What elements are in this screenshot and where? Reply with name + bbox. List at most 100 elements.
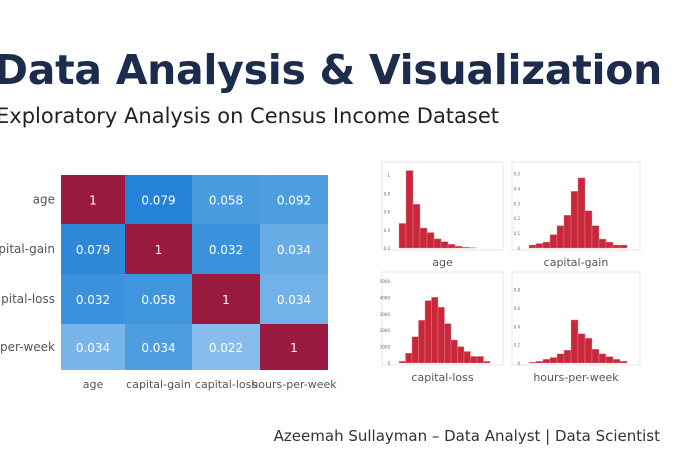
cell-label: 1 bbox=[222, 293, 230, 307]
cell-label: 0.058 bbox=[141, 293, 175, 307]
cell-label: 0.032 bbox=[76, 293, 110, 307]
cell-label: 0.079 bbox=[141, 194, 175, 208]
y-tick-label: 0 bbox=[517, 246, 520, 251]
y-tick-label: 0.1 bbox=[514, 231, 521, 236]
heatmap-cell bbox=[192, 224, 260, 274]
histogram-bar bbox=[591, 349, 600, 364]
histogram-bar bbox=[528, 244, 537, 249]
histogram-bar bbox=[433, 238, 442, 249]
heatmap-cell bbox=[260, 175, 328, 224]
y-tick-label: 1 bbox=[387, 173, 390, 178]
y-tick-label: 0.4 bbox=[514, 186, 521, 191]
y-tick-label: 1000 bbox=[380, 345, 391, 350]
heatmap-cell bbox=[61, 324, 125, 370]
histogram-bar bbox=[535, 243, 544, 249]
author-credit: Azeemah Sullayman – Data Analyst | Data … bbox=[273, 427, 660, 445]
y-tick-label: 2000 bbox=[380, 328, 391, 333]
page-title: Data Analysis & Visualization bbox=[0, 46, 663, 94]
cell-label: 0.092 bbox=[277, 194, 311, 208]
y-tick-label: 0.6 bbox=[384, 210, 391, 215]
heatmap-cell bbox=[260, 274, 328, 324]
heatmap-cell bbox=[192, 324, 260, 370]
cell-label: 0.022 bbox=[209, 341, 243, 355]
histogram-bar bbox=[418, 320, 426, 364]
y-tick-label: 0 bbox=[387, 361, 390, 366]
heatmap-cell bbox=[61, 274, 125, 324]
histogram-bar bbox=[542, 359, 551, 364]
histogram-bar bbox=[612, 244, 621, 249]
row-label: hours-per-week bbox=[0, 340, 55, 354]
heatmap-cell bbox=[61, 224, 125, 274]
histogram-bar bbox=[619, 244, 628, 249]
histogram-bar bbox=[584, 210, 593, 249]
heatmap-cell bbox=[192, 274, 260, 324]
y-tick-label: 0.8 bbox=[384, 191, 391, 196]
heatmap-cell bbox=[260, 324, 328, 370]
y-tick-label: 0.2 bbox=[384, 246, 391, 251]
heatmap-cell bbox=[61, 175, 125, 224]
histogram-bar bbox=[605, 241, 614, 249]
y-tick-label: 0 bbox=[517, 361, 520, 366]
histogram-bar bbox=[570, 319, 579, 364]
histogram-bar bbox=[598, 238, 607, 249]
histogram-bar bbox=[447, 244, 456, 249]
histogram-bar bbox=[398, 361, 406, 364]
histogram-bar bbox=[605, 356, 614, 364]
histogram-bar bbox=[584, 338, 593, 364]
y-tick-label: 0.4 bbox=[384, 228, 391, 233]
heatmap-cell bbox=[125, 274, 192, 324]
cell-label: 0.032 bbox=[209, 243, 243, 257]
cell-label: 1 bbox=[290, 341, 298, 355]
histogram-bar bbox=[476, 356, 484, 364]
y-tick-label: 4000 bbox=[380, 295, 391, 300]
histogram-bar bbox=[424, 300, 432, 364]
histogram-bar bbox=[563, 349, 572, 364]
page-subtitle: Exploratory Analysis on Census Income Da… bbox=[0, 104, 500, 128]
histogram-bar bbox=[542, 241, 551, 249]
histogram-bar bbox=[450, 339, 458, 364]
histogram-bar bbox=[556, 353, 565, 364]
y-tick-label: 0.8 bbox=[514, 288, 521, 293]
row-label: age bbox=[33, 193, 55, 207]
row-label: capital-gain bbox=[0, 242, 55, 256]
cell-label: 1 bbox=[155, 243, 163, 257]
histogram-bar bbox=[577, 177, 586, 249]
histogram-bar bbox=[454, 245, 463, 249]
y-tick-label: 0.3 bbox=[514, 201, 521, 206]
cell-label: 1 bbox=[89, 194, 97, 208]
histogram-bar bbox=[405, 170, 414, 249]
histogram-bar bbox=[444, 323, 452, 364]
row-label: capital-loss bbox=[0, 292, 55, 306]
heatmap-cell bbox=[125, 224, 192, 274]
histogram-bar bbox=[549, 234, 558, 249]
histogram-bar bbox=[398, 223, 407, 249]
histogram-bar bbox=[612, 359, 621, 364]
histogram-title: hours-per-week bbox=[533, 371, 619, 384]
y-tick-label: 0.4 bbox=[514, 324, 521, 329]
column-label: capital-gain bbox=[126, 378, 191, 391]
histogram-bar bbox=[463, 351, 471, 364]
histogram-bar bbox=[528, 361, 537, 364]
heatmap-cell bbox=[125, 175, 192, 224]
y-tick-label: 0.6 bbox=[514, 306, 521, 311]
histogram-title: age bbox=[432, 256, 453, 269]
y-tick-label: 3000 bbox=[380, 312, 391, 317]
histogram-bar bbox=[461, 246, 470, 249]
histogram-bar bbox=[405, 352, 413, 364]
histogram-bar bbox=[563, 214, 572, 249]
y-tick-label: 5000 bbox=[380, 279, 391, 284]
heatmap-cell bbox=[125, 324, 192, 370]
y-tick-label: 0.2 bbox=[514, 216, 521, 221]
histogram-bar bbox=[426, 232, 435, 249]
histogram-bar bbox=[549, 357, 558, 364]
cell-label: 0.034 bbox=[76, 341, 110, 355]
histogram-bar bbox=[437, 306, 445, 364]
histogram-bar bbox=[412, 204, 421, 249]
histogram-bar bbox=[535, 360, 544, 364]
heatmap-cell bbox=[260, 224, 328, 274]
histogram-bar bbox=[577, 333, 586, 364]
cell-label: 0.058 bbox=[209, 194, 243, 208]
histogram-bar bbox=[556, 225, 565, 249]
y-tick-label: 0.5 bbox=[514, 171, 521, 176]
histogram-bar bbox=[619, 360, 628, 364]
